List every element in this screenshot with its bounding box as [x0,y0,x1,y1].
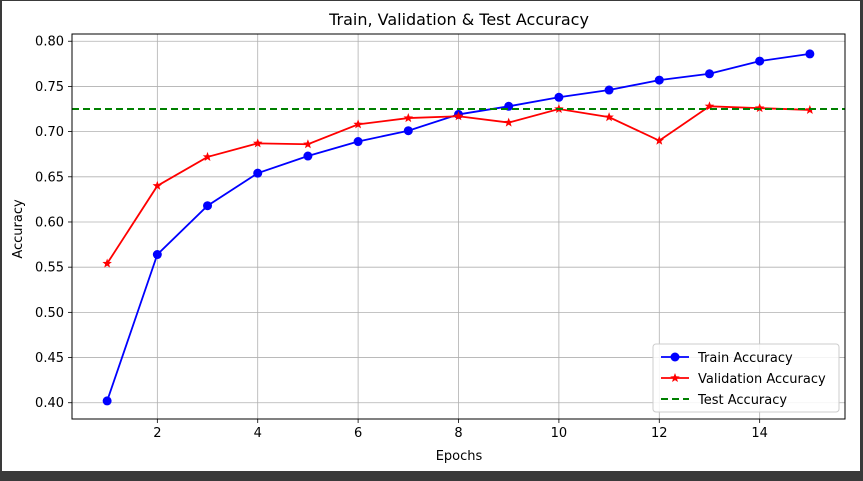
data-point [604,112,614,122]
y-axis-label: Accuracy [11,199,26,259]
data-point [453,111,464,121]
data-point [704,69,714,79]
y-tick-label: 0.45 [35,351,64,366]
grid [72,34,845,419]
x-tick-label: 8 [454,426,462,441]
x-tick-label: 12 [651,426,668,441]
data-point [102,258,112,268]
series-layer [72,49,845,406]
data-point [303,151,313,161]
data-point [654,135,665,145]
x-tick-label: 2 [153,426,161,441]
legend-marker [670,352,680,362]
x-tick-label: 6 [354,426,362,441]
y-tick-label: 0.65 [35,170,64,185]
y-tick-label: 0.60 [35,215,64,230]
legend-label: Test Accuracy [697,393,787,408]
y-tick-label: 0.80 [35,35,64,50]
data-point [755,56,765,66]
plot-frame [71,33,846,420]
data-point [403,126,413,136]
y-tick-label: 0.40 [35,396,64,411]
legend: Train Accuracy Validation Accuracy Test Ac… [652,343,840,413]
data-point [252,138,263,148]
x-tick-label: 10 [551,426,568,441]
data-point [704,101,715,111]
data-point [253,168,263,178]
data-point [152,250,162,260]
legend-entry: Train Accuracy [661,351,793,366]
y-tick-label: 0.70 [35,125,64,140]
data-point [604,85,614,95]
x-tick-label: 4 [254,426,262,441]
y-tick-label: 0.55 [35,261,64,276]
axis-ticks: 2 4 6 8 10 12 14 0.40 0.45 0.50 0.55 0.60 0.65 0.70 0.… [35,35,768,441]
legend-marker [670,373,680,383]
accuracy-chart: Train, Validation & Test Accuracy 2 4 6 8 10… [11,10,846,464]
data-point [503,117,514,127]
legend-label: Train Accuracy [697,351,793,366]
chart-title: Train, Validation & Test Accuracy [328,10,589,29]
x-axis-label: Epochs [436,449,483,464]
y-tick-label: 0.50 [35,306,64,321]
legend-box [652,343,840,413]
data-point [654,75,664,85]
data-point [152,180,163,190]
y-tick-label: 0.75 [35,80,64,95]
data-point [554,92,564,102]
legend-entry: Test Accuracy [661,393,787,408]
legend-entry: Validation Accuracy [661,372,826,387]
data-point [102,396,112,406]
data-point [805,49,815,59]
data-point [203,201,213,211]
data-point [303,139,313,149]
chart-figure: Train, Validation & Test Accuracy 2 4 6 8 10… [2,1,860,471]
data-point [353,137,363,147]
data-point [202,151,213,161]
data-point [754,103,765,113]
legend-label: Validation Accuracy [698,372,826,387]
data-point [353,119,363,129]
data-point [403,113,414,123]
x-tick-label: 14 [751,426,768,441]
